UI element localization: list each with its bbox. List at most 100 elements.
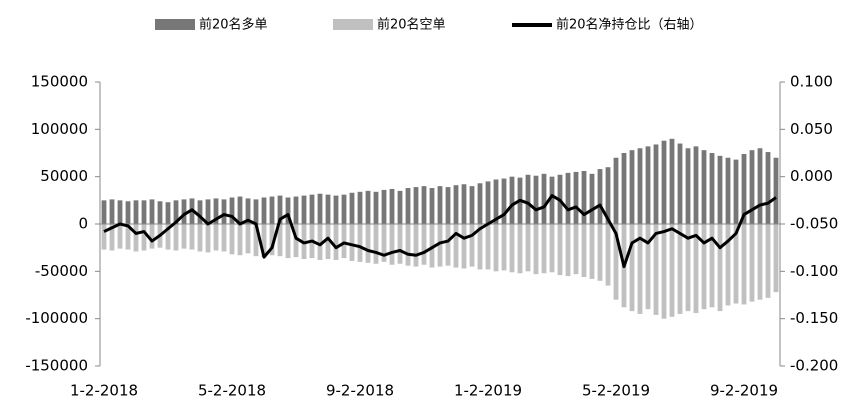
bar xyxy=(405,224,411,266)
bar xyxy=(485,181,491,224)
bar xyxy=(421,186,427,224)
bar xyxy=(493,224,499,272)
bar xyxy=(557,224,563,276)
bar xyxy=(445,187,451,224)
bar xyxy=(357,224,363,262)
bar xyxy=(765,152,771,224)
bar xyxy=(453,185,459,224)
bar xyxy=(165,224,171,250)
bar xyxy=(573,224,579,275)
y-tick-label: -50000 xyxy=(35,262,88,280)
x-tick-label: 1-2-2019 xyxy=(454,382,522,400)
bar xyxy=(613,224,619,300)
bar xyxy=(221,199,227,224)
legend-swatch xyxy=(333,19,373,30)
bar xyxy=(269,196,275,224)
bar xyxy=(253,199,259,224)
bar xyxy=(173,224,179,251)
bar xyxy=(437,224,443,267)
bar xyxy=(213,224,219,251)
bar xyxy=(549,176,555,224)
bar xyxy=(133,200,139,224)
bar xyxy=(397,224,403,264)
bar xyxy=(301,195,307,224)
y2-tick-label: 0.100 xyxy=(790,73,833,91)
bar xyxy=(709,153,715,224)
bar xyxy=(701,224,707,310)
bar xyxy=(573,171,579,224)
bar xyxy=(525,224,531,272)
bar xyxy=(645,146,651,224)
bar xyxy=(749,224,755,302)
bar xyxy=(205,199,211,224)
bar xyxy=(565,224,571,277)
bar xyxy=(741,224,747,305)
bar xyxy=(725,224,731,306)
bar xyxy=(717,155,723,224)
bar xyxy=(669,224,675,317)
bar xyxy=(445,224,451,266)
bar xyxy=(229,197,235,224)
bar xyxy=(117,200,123,224)
x-tick-label: 9-2-2019 xyxy=(710,382,778,400)
y2-tick-label: 0.000 xyxy=(790,167,833,185)
bar xyxy=(589,224,595,279)
bar xyxy=(253,224,259,257)
y-tick-label: -150000 xyxy=(25,357,88,375)
bar xyxy=(133,224,139,252)
bar xyxy=(293,224,299,258)
bar xyxy=(109,199,115,224)
bar xyxy=(237,224,243,256)
bar xyxy=(581,224,587,278)
x-tick-label: 9-2-2018 xyxy=(326,382,394,400)
y-tick-label: 0 xyxy=(78,215,88,233)
y2-tick-label: -0.150 xyxy=(790,309,838,327)
bar xyxy=(597,169,603,224)
x-tick-label: 5-2-2018 xyxy=(198,382,266,400)
bar xyxy=(685,148,691,224)
bar xyxy=(661,224,667,319)
bar xyxy=(181,199,187,224)
bar xyxy=(373,191,379,224)
bar xyxy=(701,150,707,224)
bar xyxy=(637,224,643,314)
net-line xyxy=(103,194,777,269)
bar xyxy=(765,224,771,298)
bar xyxy=(645,224,651,310)
bar xyxy=(389,224,395,265)
bar xyxy=(237,196,243,224)
bar xyxy=(213,198,219,224)
bar xyxy=(197,200,203,224)
bar xyxy=(733,224,739,304)
bar xyxy=(333,195,339,224)
bar xyxy=(581,170,587,224)
bar xyxy=(757,224,763,300)
bar xyxy=(325,224,331,260)
bar xyxy=(773,224,779,293)
bar xyxy=(269,224,275,256)
bar xyxy=(365,190,371,224)
bar xyxy=(741,153,747,224)
bar xyxy=(149,199,155,224)
bar xyxy=(461,184,467,224)
bar xyxy=(693,146,699,224)
bar xyxy=(261,197,267,224)
bar xyxy=(389,188,395,224)
bar xyxy=(293,196,299,224)
bar xyxy=(517,224,523,274)
bar xyxy=(653,224,659,315)
bar xyxy=(349,224,355,261)
bar xyxy=(141,200,147,224)
bar xyxy=(325,194,331,224)
bar xyxy=(485,224,491,270)
bar xyxy=(101,224,107,250)
bar xyxy=(653,144,659,224)
y2-tick-label: -0.050 xyxy=(790,215,838,233)
bar xyxy=(333,224,339,260)
bar xyxy=(205,224,211,253)
bar xyxy=(717,224,723,312)
legend-label: 前20名净持仓比（右轴） xyxy=(556,17,703,33)
bar xyxy=(181,224,187,249)
bar xyxy=(773,157,779,224)
